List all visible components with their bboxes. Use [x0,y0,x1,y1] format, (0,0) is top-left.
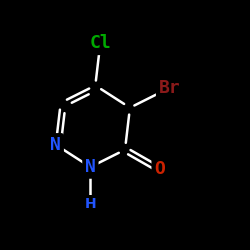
Text: N: N [85,158,96,176]
Text: Cl: Cl [90,34,111,52]
Text: H: H [86,197,94,211]
Text: H: H [84,197,96,211]
Text: O: O [154,160,165,178]
Text: Br: Br [159,79,180,97]
Text: N: N [50,136,61,154]
